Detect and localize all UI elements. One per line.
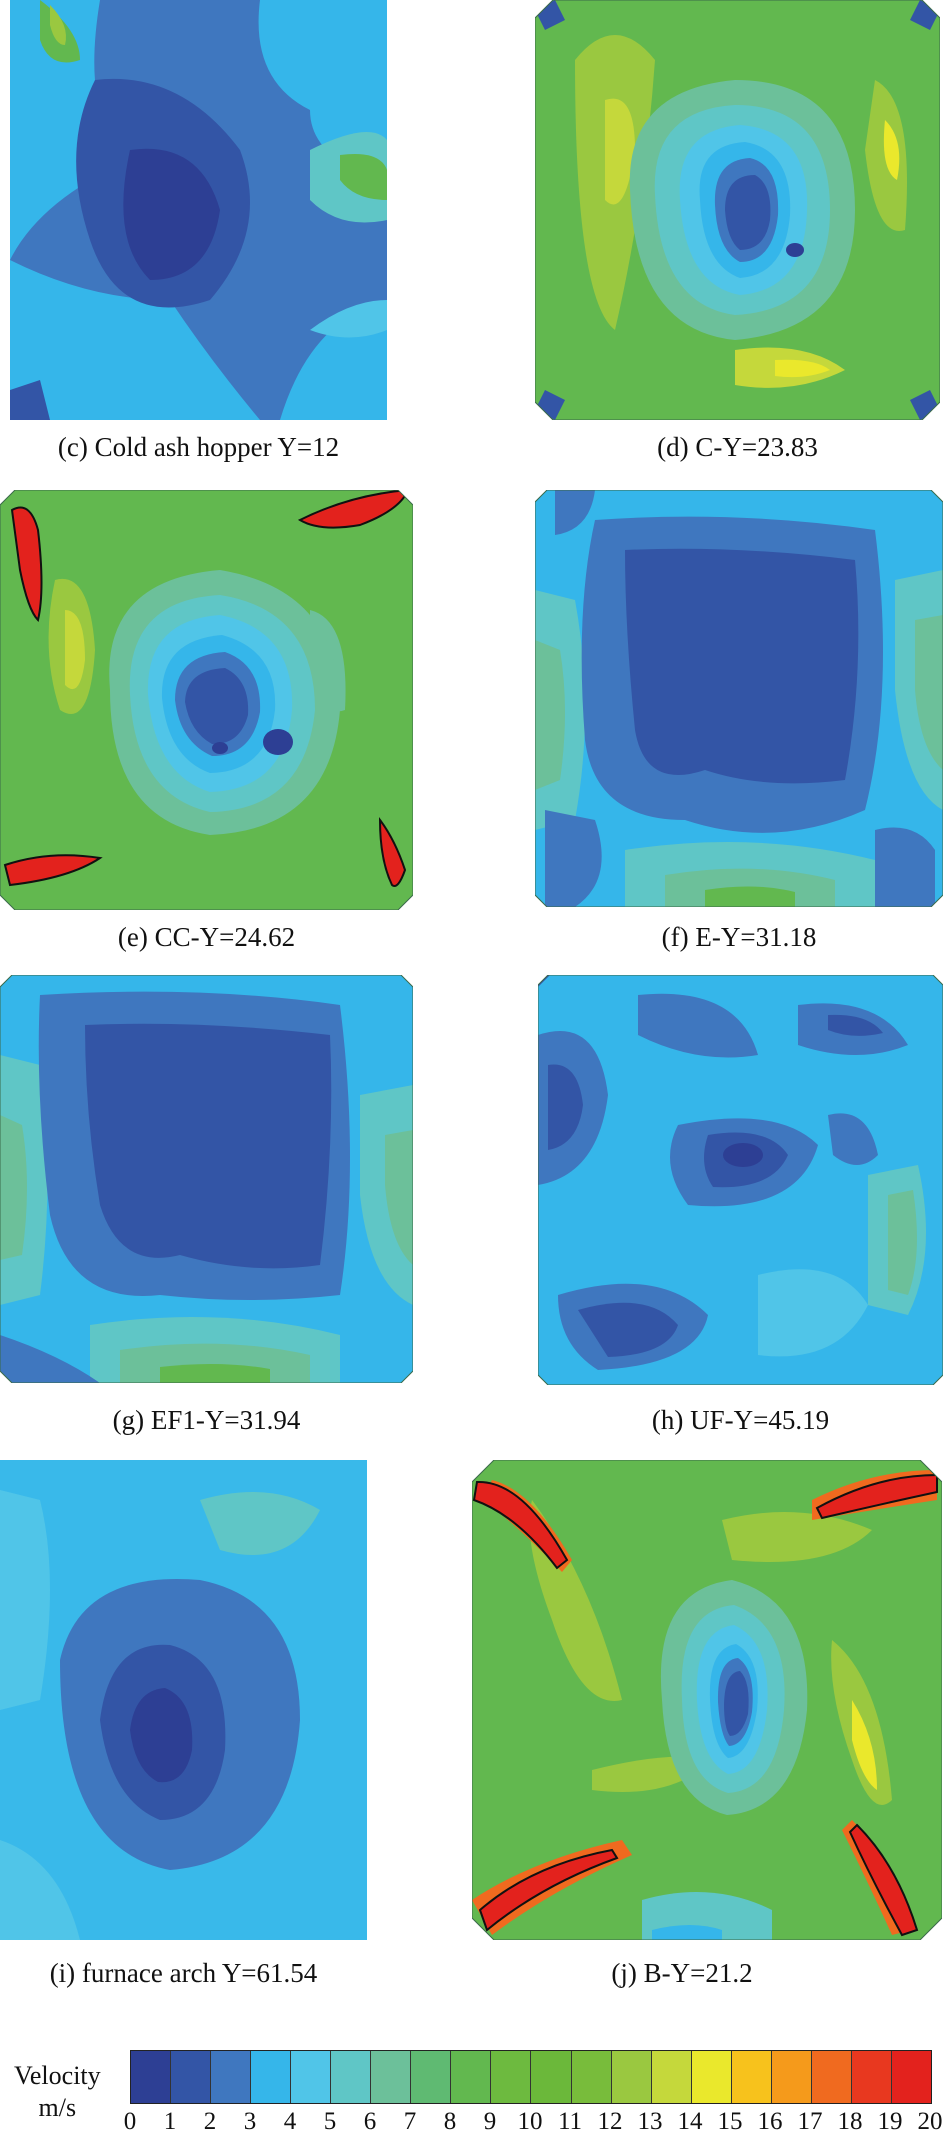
caption-d: (d) C-Y=23.83 — [657, 432, 818, 462]
velocity-legend: Velocity m/s 0 1 2 3 4 5 6 7 8 9 10 11 12 13 14 15 16 17 1… — [0, 2040, 945, 2144]
color-bar-segment — [491, 2051, 532, 2103]
color-bar-segment — [611, 2051, 652, 2103]
contour-panel-g — [0, 975, 413, 1383]
color-bar-tick-label: 2 — [203, 2108, 217, 2135]
contour-panel-d — [535, 0, 940, 420]
legend-title-quantity: Velocity — [14, 2061, 101, 2090]
contour-panel-j — [472, 1460, 942, 1940]
color-bar-segment — [371, 2051, 412, 2103]
color-bar-segment — [291, 2051, 332, 2103]
color-bar-segment — [211, 2051, 252, 2103]
color-bar-tick-label: 18 — [837, 2108, 863, 2135]
color-bar-segment — [131, 2051, 172, 2103]
caption-j: (j) B-Y=21.2 — [611, 1958, 753, 1988]
caption-c: (c) Cold ash hopper Y=12 — [57, 432, 340, 462]
color-bar-tick-label: 11 — [557, 2108, 583, 2135]
color-bar-tick-label: 13 — [637, 2108, 663, 2135]
color-bar-tick-label: 19 — [877, 2108, 903, 2135]
color-bar-segment — [451, 2051, 492, 2103]
color-bar-tick-label: 4 — [283, 2108, 297, 2135]
color-bar-ticks: 0 1 2 3 4 5 6 7 8 9 10 11 12 13 14 15 16 17 18 19 20 — [124, 2108, 943, 2140]
color-bar-segment — [811, 2051, 852, 2103]
color-bar-segment — [331, 2051, 372, 2103]
color-bar-segment — [731, 2051, 772, 2103]
color-bar-segment — [571, 2051, 612, 2103]
color-bar-segment — [771, 2051, 812, 2103]
color-bar-segment — [251, 2051, 292, 2103]
legend-title: Velocity m/s — [14, 2060, 101, 2124]
color-bar-segment — [411, 2051, 452, 2103]
color-bar-tick-label: 7 — [403, 2108, 417, 2135]
color-bar-tick-label: 17 — [797, 2108, 823, 2135]
contour-panel-h — [538, 975, 943, 1385]
color-bar-tick-label: 6 — [363, 2108, 377, 2135]
color-bar-segment — [171, 2051, 212, 2103]
color-bar-tick-label: 14 — [677, 2108, 703, 2135]
color-bar — [130, 2050, 932, 2104]
color-bar-segment — [531, 2051, 572, 2103]
color-bar-tick-label: 5 — [323, 2108, 337, 2135]
caption-i: (i) furnace arch Y=61.54 — [49, 1958, 318, 1988]
caption-g: (g) EF1-Y=31.94 — [112, 1405, 301, 1435]
color-bar-tick-label: 15 — [717, 2108, 743, 2135]
contour-panel-f — [535, 490, 943, 907]
caption-h: (h) UF-Y=45.19 — [651, 1405, 830, 1435]
color-bar-tick-label: 9 — [483, 2108, 497, 2135]
contour-panel-i — [0, 1460, 367, 1940]
color-bar-tick-label: 16 — [757, 2108, 783, 2135]
color-bar-tick-label: 1 — [163, 2108, 177, 2135]
caption-e: (e) CC-Y=24.62 — [117, 922, 296, 952]
color-bar-segment — [851, 2051, 892, 2103]
color-bar-tick-label: 3 — [243, 2108, 257, 2135]
color-bar-tick-label: 12 — [597, 2108, 623, 2135]
contour-panel-e — [0, 490, 413, 910]
color-bar-segment — [891, 2051, 931, 2103]
contour-panel-c — [10, 0, 387, 420]
caption-f: (f) E-Y=31.18 — [661, 922, 817, 952]
color-bar-tick-label: 10 — [517, 2108, 543, 2135]
legend-title-unit: m/s — [38, 2093, 77, 2122]
color-bar-tick-label: 0 — [123, 2108, 137, 2135]
color-bar-tick-label: 20 — [917, 2108, 943, 2135]
color-bar-tick-label: 8 — [443, 2108, 457, 2135]
color-bar-segment — [691, 2051, 732, 2103]
color-bar-segment — [651, 2051, 692, 2103]
